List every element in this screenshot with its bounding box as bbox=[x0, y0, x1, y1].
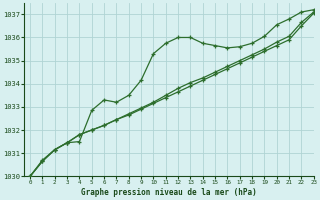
X-axis label: Graphe pression niveau de la mer (hPa): Graphe pression niveau de la mer (hPa) bbox=[81, 188, 257, 197]
